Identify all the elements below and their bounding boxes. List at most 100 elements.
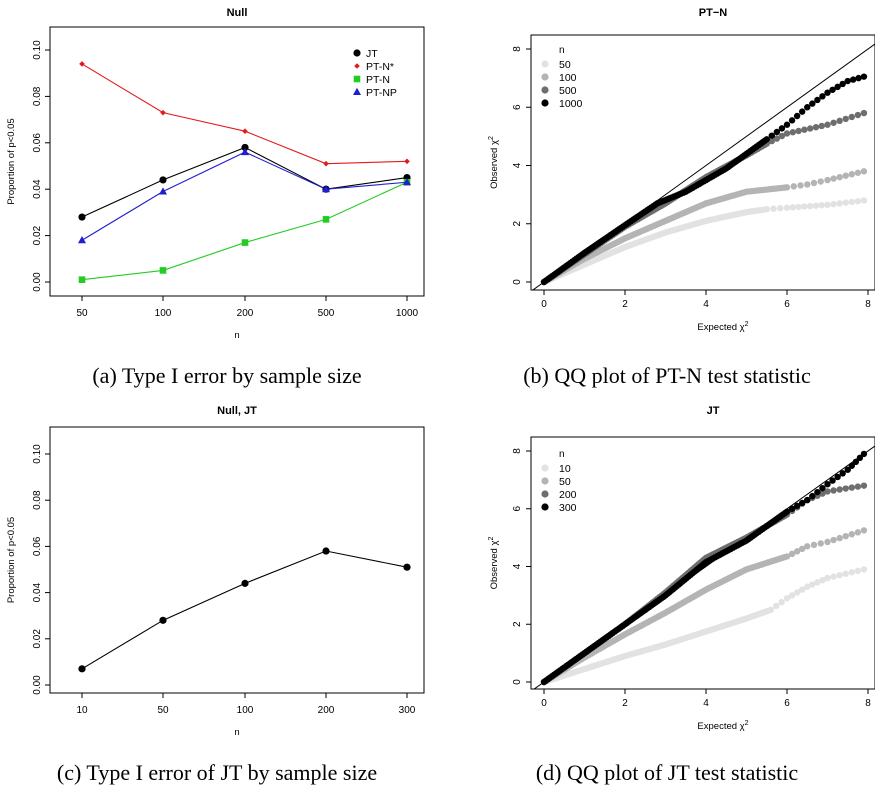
data-point	[812, 202, 820, 209]
legend-marker	[541, 464, 549, 472]
y-tick-label: 0.04	[32, 582, 43, 602]
data-point	[322, 185, 330, 193]
data-point	[241, 239, 249, 246]
series-n-50	[540, 197, 868, 286]
data-point	[773, 128, 781, 136]
data-point	[830, 573, 837, 580]
series-n-300	[540, 450, 868, 686]
data-point	[804, 181, 811, 188]
legend-marker	[541, 86, 549, 94]
panel-a: Null 50 100 200 500 1000 n 0.00 0.02 0.04 0.06 0.08…	[6, 7, 425, 341]
data-point	[824, 574, 831, 582]
data-point	[854, 529, 862, 536]
legend-title: n	[559, 449, 565, 460]
legend-label: 1000	[559, 98, 583, 110]
data-point	[860, 73, 868, 80]
legend-label: 50	[559, 476, 571, 488]
data-point	[403, 178, 411, 186]
y-tick-label: 0.08	[32, 86, 43, 106]
data-point	[763, 136, 770, 143]
data-point	[836, 571, 843, 579]
y-tick-label: 4	[512, 162, 523, 168]
data-point	[801, 126, 808, 133]
data-point	[856, 454, 864, 462]
legend-marker	[541, 503, 549, 511]
data-point	[860, 566, 868, 573]
data-point	[829, 86, 836, 93]
data-point	[839, 470, 846, 477]
data-point	[763, 205, 770, 213]
caption-b: (b) QQ plot of PT-N test statistic	[523, 363, 811, 388]
data-point	[788, 117, 796, 124]
series-n-50	[540, 527, 868, 686]
caption-c: (c) Type I error of JT by sample size	[57, 760, 377, 785]
plot-area	[532, 43, 875, 290]
data-point	[767, 606, 774, 614]
legend-marker	[353, 87, 361, 95]
data-point	[768, 137, 776, 145]
data-point	[842, 485, 849, 492]
x-tick-label: 2	[622, 698, 628, 709]
data-point	[801, 203, 808, 210]
x-tick-label: 100	[237, 705, 254, 716]
data-point	[795, 127, 802, 135]
data-point	[790, 183, 797, 190]
data-point	[848, 171, 855, 178]
data-point	[404, 158, 410, 165]
y-tick-label: 0.08	[32, 490, 43, 510]
data-point	[798, 499, 806, 507]
data-point	[812, 124, 820, 131]
data-point	[159, 616, 167, 624]
data-point	[839, 80, 846, 88]
data-point	[830, 175, 837, 182]
y-tick-label: 2	[512, 221, 523, 227]
data-point	[844, 466, 851, 473]
series-line	[81, 181, 408, 281]
data-point	[809, 581, 816, 588]
data-point	[834, 473, 841, 481]
series-pt-n-	[79, 61, 410, 167]
data-point	[819, 577, 826, 584]
y-tick-label: 0.02	[32, 225, 43, 245]
panel-c: Null, JT 10 50 100 200 300 n 0.00 0.02 0.04 0.06 0.…	[6, 405, 425, 738]
data-point	[323, 160, 329, 167]
data-point	[783, 130, 791, 137]
y-tick-label: 0.04	[32, 179, 43, 199]
y-tick-label: 2	[512, 621, 523, 627]
data-point	[773, 602, 780, 610]
data-point	[854, 111, 862, 119]
data-point	[806, 125, 814, 132]
data-point	[860, 109, 868, 117]
legend-title: n	[559, 45, 565, 56]
data-point	[842, 570, 849, 577]
x-tick-label: 0	[541, 299, 547, 310]
y-axis-label: Proportion of p<0.05	[6, 517, 17, 603]
data-point	[159, 176, 167, 184]
data-point	[797, 182, 804, 189]
data-point	[819, 484, 826, 492]
legend-marker	[541, 73, 549, 81]
x-tick-label: 200	[237, 308, 254, 319]
x-tick-label: 6	[784, 698, 790, 709]
data-point	[783, 184, 791, 191]
data-point	[795, 203, 802, 211]
data-point	[777, 205, 784, 212]
x-tick-label: 6	[784, 299, 790, 310]
data-point	[773, 135, 781, 142]
data-point	[842, 115, 849, 123]
y-tick-label: 8	[512, 448, 523, 454]
x-tick-label: 4	[703, 698, 709, 709]
data-point	[789, 129, 796, 136]
data-point	[814, 579, 821, 586]
y-tick-label: 0	[512, 679, 523, 685]
data-point	[778, 598, 785, 606]
data-point	[804, 104, 811, 111]
data-point	[783, 121, 791, 128]
data-point	[860, 527, 868, 534]
data-point	[848, 113, 855, 121]
data-point	[848, 462, 855, 469]
data-point	[241, 579, 249, 587]
